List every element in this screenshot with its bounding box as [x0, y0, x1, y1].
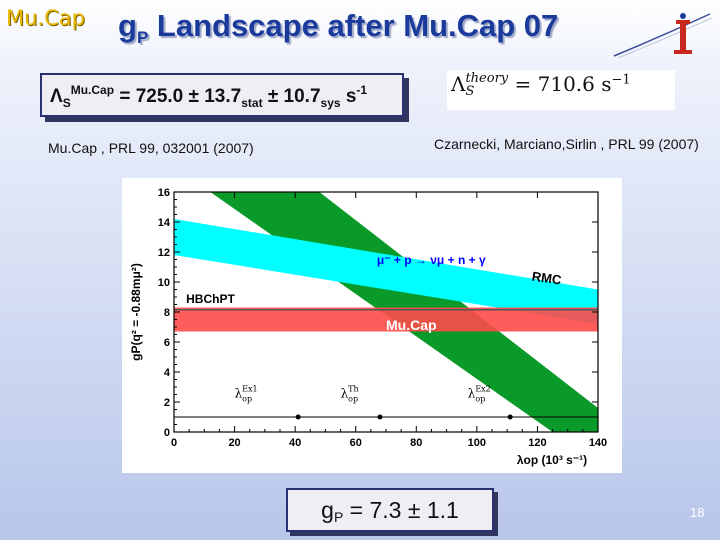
y-tick-label: 12 [158, 247, 170, 259]
title-subscript: P [136, 28, 149, 48]
x-tick-label: 20 [228, 437, 240, 449]
mucap-result-box: ΛSMu.Cap = 725.0 ± 13.7stat ± 10.7sys s-… [40, 73, 404, 117]
title-g: g [118, 8, 137, 43]
mucap-band-label: Mu.Cap [386, 317, 437, 333]
sys-label: sys [320, 96, 341, 110]
y-tick-label: 0 [164, 427, 170, 439]
point-label: λopEx1 [235, 385, 258, 404]
hbchpt-label: HBChPT [186, 292, 235, 306]
sys-value: ± 10.7 [262, 86, 321, 107]
point-label: λopEx2 [468, 385, 491, 404]
y-tick-label: 10 [158, 277, 170, 289]
lambda-symbol: Λ [50, 86, 63, 107]
x-tick-label: 140 [589, 437, 607, 449]
theory-formula: Λ theory S = 710.6 s−1 [451, 72, 631, 98]
y-tick-label: 2 [164, 397, 170, 409]
rmc-band [174, 219, 598, 324]
unit-superscript: -1 [356, 83, 368, 97]
lambda-point [295, 414, 301, 420]
x-tick-label: 120 [528, 437, 546, 449]
x-tick-label: 60 [350, 437, 362, 449]
point-label: λopTh [341, 385, 359, 404]
gp-symbol: g [321, 497, 334, 523]
x-axis-label: λop (10³ s⁻¹) [517, 453, 587, 467]
theory-value: = 710.6 s [508, 72, 612, 96]
y-tick-label: 4 [164, 367, 171, 379]
theory-sup: theory [465, 71, 509, 86]
lambda-point [507, 414, 513, 420]
y-axis-label: gP(q² = -0.88mμ²) [129, 263, 143, 361]
reaction-label: μ⁻ + p → νμ + n + γ [377, 253, 486, 267]
y-tick-label: 8 [164, 307, 170, 319]
reference-mucap: Mu.Cap , PRL 99, 032001 (2007) [48, 140, 254, 156]
title-rest: Landscape after Mu.Cap 07 [148, 8, 559, 43]
mucap-logo-text: Mu.Cap [6, 6, 85, 30]
institution-logo-icon [613, 13, 713, 59]
lambda-superscript: Mu.Cap [70, 83, 115, 97]
slide-title: gP Landscape after Mu.Cap 07 [118, 8, 558, 48]
x-tick-label: 80 [410, 437, 422, 449]
gp-value: = 7.3 ± 1.1 [343, 497, 459, 523]
lambda-value: = 725.0 ± 13.7 [114, 86, 242, 107]
mucap-result-text: ΛSMu.Cap = 725.0 ± 13.7stat ± 10.7sys s-… [50, 83, 367, 110]
theory-lambda: Λ [451, 72, 466, 96]
y-tick-label: 14 [158, 217, 171, 229]
lambda-point [377, 414, 383, 420]
unit-text: s [340, 86, 357, 107]
gp-result-box: gP = 7.3 ± 1.1 [286, 488, 494, 532]
theory-sub: S [465, 84, 475, 99]
plot-frame: 0 20 40 60 80 100 120 140 0 2 4 6 8 10 12 14 16 λop (10³ … [122, 178, 622, 473]
stat-label: stat [241, 96, 263, 110]
theory-formula-box: Λ theory S = 710.6 s−1 [447, 70, 675, 110]
lambda-subscript: S [62, 96, 71, 110]
gp-landscape-chart: 0 20 40 60 80 100 120 140 0 2 4 6 8 10 12 14 16 λop (10³ … [129, 187, 607, 467]
page-number: 18 [690, 505, 705, 520]
mucap-band [174, 307, 598, 332]
rmc-label: RMC [531, 269, 563, 288]
x-tick-label: 40 [289, 437, 301, 449]
x-tick-label: 100 [468, 437, 486, 449]
x-tick-label: 0 [171, 437, 177, 449]
y-tick-label: 6 [164, 337, 170, 349]
reference-theory: Czarnecki, Marciano,Sirlin , PRL 99 (200… [434, 136, 699, 152]
gp-subscript: P [333, 509, 344, 525]
gp-result-text: gP = 7.3 ± 1.1 [288, 497, 492, 525]
y-tick-label: 16 [158, 187, 170, 199]
theory-unit-sup: −1 [611, 72, 631, 88]
